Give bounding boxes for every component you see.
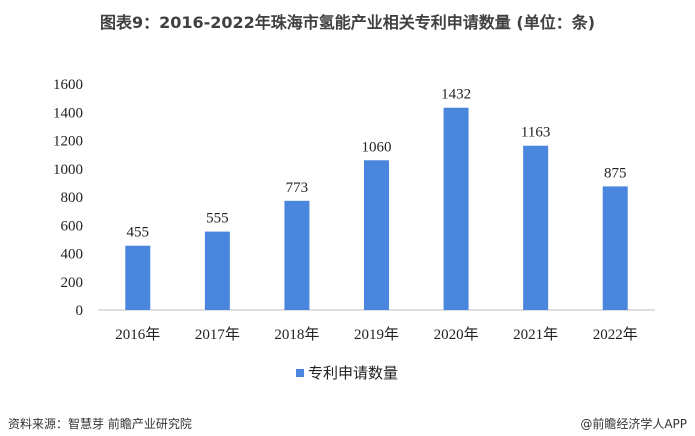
bar-value-label: 773 [286, 180, 309, 196]
source-note: 资料来源：智慧芽 前瞻产业研究院 [8, 417, 192, 431]
y-tick-label: 1200 [53, 134, 83, 150]
x-tick-label: 2018年 [274, 326, 319, 343]
bar-value-label: 1163 [521, 125, 550, 141]
y-tick-label: 0 [76, 303, 84, 319]
x-tick-label: 2022年 [593, 326, 638, 343]
x-tick-label: 2021年 [513, 326, 558, 343]
bar-value-label: 555 [206, 211, 229, 227]
bar-value-label: 1432 [441, 87, 471, 103]
x-tick-label: 2020年 [434, 326, 479, 343]
bar [125, 245, 151, 310]
y-tick-label: 800 [61, 190, 84, 206]
legend-label: 专利申请数量 [308, 364, 399, 382]
x-axis: 2016年 2017年 2018年 2019年 2020年 2021年 2022年 [115, 326, 637, 343]
y-tick-label: 1000 [53, 162, 83, 178]
bar [602, 186, 628, 310]
bar-value-label: 875 [604, 165, 627, 181]
x-tick-label: 2016年 [115, 326, 160, 343]
bar [443, 107, 469, 310]
brand-credit: @前瞻经济学人APP [580, 417, 687, 431]
bars: 455 555 773 1060 1432 1163 875 [125, 87, 628, 310]
bar [523, 145, 549, 310]
footer: 资料来源：智慧芽 前瞻产业研究院 @前瞻经济学人APP [0, 410, 695, 436]
y-tick-label: 1600 [53, 77, 83, 93]
y-tick-label: 200 [61, 275, 84, 291]
legend: 专利申请数量 [296, 362, 398, 383]
bar-value-label: 455 [127, 225, 150, 241]
y-tick-label: 600 [61, 218, 84, 234]
bar [284, 200, 310, 310]
y-tick-label: 1400 [53, 105, 83, 121]
y-tick-label: 400 [61, 247, 84, 263]
legend-swatch [296, 368, 304, 377]
y-axis: 0 200 400 600 800 1000 1200 1400 1600 [53, 77, 83, 319]
chart-title: 图表9：2016-2022年珠海市氢能产业相关专利申请数量 (单位：条) [99, 13, 596, 32]
x-tick-label: 2017年 [195, 326, 240, 343]
x-tick-label: 2019年 [354, 326, 399, 343]
bar-value-label: 1060 [362, 139, 392, 155]
bar [204, 231, 230, 310]
bar [364, 160, 389, 310]
